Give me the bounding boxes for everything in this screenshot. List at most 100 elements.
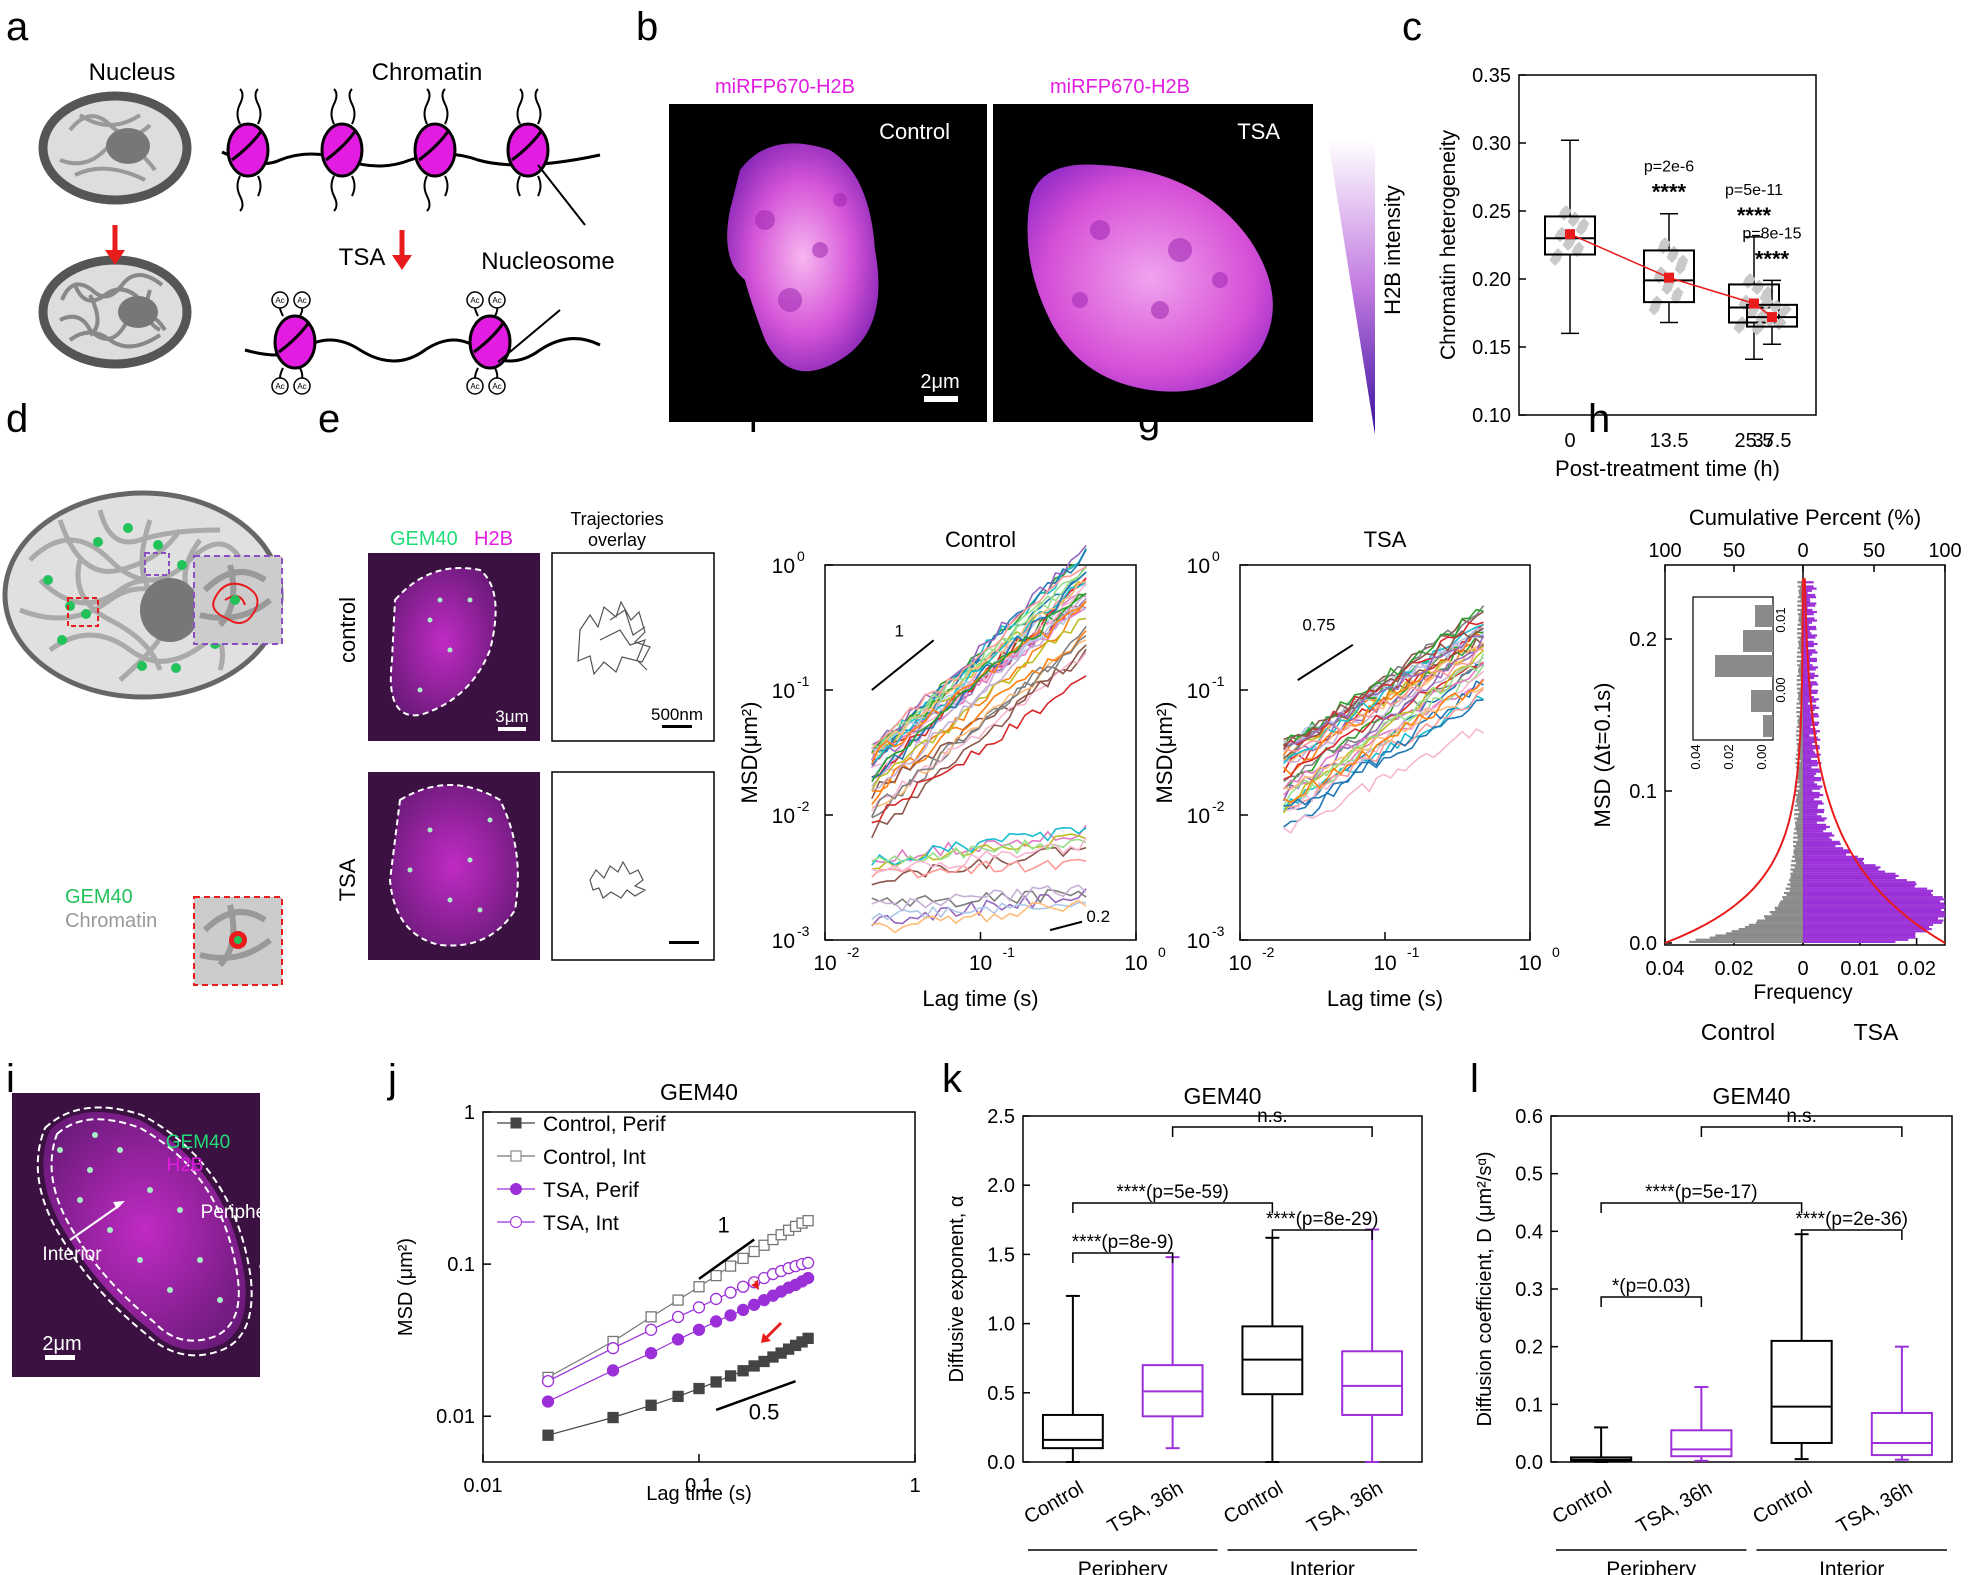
h-bar-tsa xyxy=(1803,832,1832,835)
j-point xyxy=(607,1411,619,1424)
g-ytick-exp: -2 xyxy=(1212,798,1225,814)
h-bar-tsa xyxy=(1803,634,1818,637)
j-point xyxy=(724,1286,737,1299)
nucleus-bottom xyxy=(38,255,192,369)
k-ytick-label: 0.0 xyxy=(987,1452,1015,1474)
h-bar-control xyxy=(1715,934,1803,937)
f-ytick-exp: -2 xyxy=(797,798,810,814)
h-bar-tsa xyxy=(1803,717,1813,720)
h-bar-tsa xyxy=(1803,757,1812,760)
h-bar-control xyxy=(1799,764,1803,767)
g-msd-line xyxy=(1283,686,1484,791)
h-bar-tsa xyxy=(1803,855,1858,858)
h-bar-tsa xyxy=(1803,647,1808,650)
h-bar-control xyxy=(1792,870,1803,873)
h-bar-tsa xyxy=(1803,619,1817,622)
g-ylabel: MSD(μm²) xyxy=(1152,702,1177,804)
h-bar-tsa xyxy=(1803,593,1816,597)
g-xtick-label: 10 xyxy=(1373,952,1396,975)
h-bar-control xyxy=(1796,796,1803,799)
c-data-point xyxy=(1762,285,1774,298)
h-bar-tsa xyxy=(1803,776,1822,780)
h-bar-tsa xyxy=(1803,621,1812,624)
g-msd-line xyxy=(1283,688,1485,809)
h-top-tick-label: 100 xyxy=(1928,540,1961,562)
d-chromatin-label: Chromatin xyxy=(65,910,157,932)
h-bar-control xyxy=(1774,906,1803,909)
h-bar-control xyxy=(1765,917,1803,920)
h-bar-control xyxy=(1790,868,1803,871)
f-msd-line xyxy=(871,544,1087,746)
l-sig-bracket xyxy=(1800,1229,1903,1240)
j-point xyxy=(802,1332,814,1345)
k-ytick-label: 1.0 xyxy=(987,1314,1015,1336)
c-data-point xyxy=(1578,217,1590,230)
c-data-point xyxy=(1556,226,1568,238)
panel-letter-b: b xyxy=(636,5,658,49)
h-bar-tsa xyxy=(1803,719,1814,722)
h-ytick-label: 0.2 xyxy=(1629,629,1657,651)
h-bar-tsa xyxy=(1803,891,1932,895)
h-bar-tsa xyxy=(1803,732,1817,735)
h-bar-tsa xyxy=(1803,898,1945,901)
h-bar-control xyxy=(1799,672,1803,675)
h-bar-tsa xyxy=(1803,783,1818,786)
h-bar-control xyxy=(1797,838,1803,841)
c-xtick-label: 25.5 xyxy=(1735,430,1774,452)
h-bar-tsa xyxy=(1803,787,1821,790)
tsa-label: TSA xyxy=(339,244,386,271)
f-msd-line xyxy=(871,675,1087,824)
h-bar-control xyxy=(1794,813,1803,816)
g-msd-line xyxy=(1283,727,1484,835)
h-bar-control xyxy=(1800,732,1803,735)
k-sig-label: ****(p=8e-9) xyxy=(1072,1232,1174,1253)
j-point xyxy=(693,1382,705,1395)
h-bar-control xyxy=(1793,851,1803,854)
j-slope-1-label: 1 xyxy=(717,1212,729,1237)
h-bar-tsa xyxy=(1803,793,1824,797)
l-sig-label: n.s. xyxy=(1786,1106,1817,1127)
g-msd-line xyxy=(1283,679,1485,804)
panel-letter-e: e xyxy=(318,397,340,441)
h-bar-control xyxy=(1689,940,1803,943)
g-msd-line xyxy=(1283,621,1484,747)
h-bar-tsa xyxy=(1803,870,1886,873)
h-bar-tsa xyxy=(1803,747,1820,750)
k-sig-bracket xyxy=(1072,1202,1274,1213)
f-msd-line xyxy=(871,648,1087,800)
f-xtick-label: 10 xyxy=(969,952,992,975)
h-bar-control xyxy=(1798,751,1803,754)
i-scale-label: 2μm xyxy=(42,1333,81,1355)
j-point xyxy=(671,1333,685,1346)
h-bar-tsa xyxy=(1803,866,1881,869)
k-box xyxy=(1041,1413,1104,1450)
c-xtick-label: 37.5 xyxy=(1753,430,1792,452)
h-bar-control xyxy=(1797,581,1803,584)
h-bar-tsa xyxy=(1803,642,1818,646)
h-bar-control xyxy=(1792,840,1803,843)
e-tsa-label: TSA xyxy=(335,858,360,901)
d-gem40-label: GEM40 xyxy=(65,886,133,908)
l-xtick-label: TSA, 36h xyxy=(1633,1477,1716,1538)
h-bar-tsa xyxy=(1803,655,1811,658)
l-sig-label: *(p=0.03) xyxy=(1612,1276,1691,1297)
h-inset-bar xyxy=(1715,655,1773,677)
h-bar-control xyxy=(1799,621,1803,624)
f-ytick-exp: 0 xyxy=(797,548,805,564)
h-bar-tsa xyxy=(1803,674,1819,677)
h-bar-control xyxy=(1780,900,1803,903)
panel-letter-l: l xyxy=(1470,1057,1479,1101)
h-bar-tsa xyxy=(1803,840,1840,843)
e-scale-traj-label: 500nm xyxy=(651,705,703,724)
k-sig-label: ****(p=8e-29) xyxy=(1266,1209,1379,1230)
h-bar-control xyxy=(1795,862,1803,865)
f-ytick-label: 10 xyxy=(772,680,795,703)
ac-mark-1: Ac xyxy=(275,296,284,305)
h-bar-tsa xyxy=(1803,834,1835,837)
h-bar-control xyxy=(1797,651,1803,654)
k-xtick-label: Control xyxy=(1220,1477,1287,1528)
j-legend-label: Control, Perif xyxy=(543,1113,666,1136)
h-bar-control xyxy=(1797,585,1803,588)
h-bar-control xyxy=(1789,879,1803,882)
